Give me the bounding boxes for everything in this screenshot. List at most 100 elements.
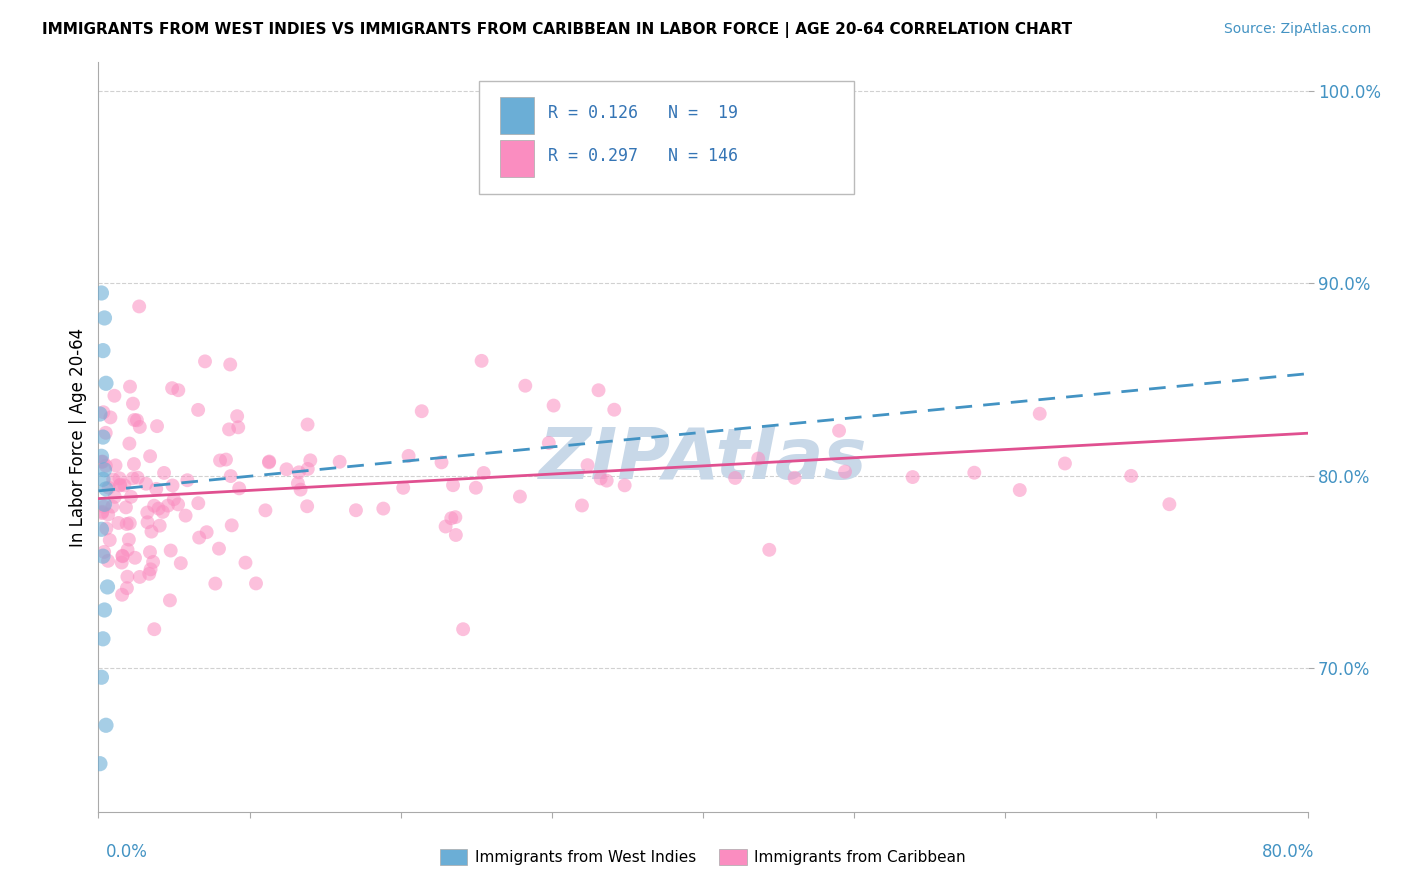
Point	[187, 496, 209, 510]
Point	[430, 455, 453, 469]
Point	[124, 413, 146, 427]
Point	[135, 476, 157, 491]
Point	[91, 549, 114, 564]
Point	[138, 566, 160, 581]
Point	[235, 556, 257, 570]
Point	[115, 581, 138, 595]
Point	[90, 285, 112, 300]
Point	[209, 453, 232, 467]
Point	[97, 554, 120, 568]
Point	[136, 506, 159, 520]
Point	[112, 478, 135, 492]
Point	[176, 473, 198, 487]
Point	[100, 410, 122, 425]
Point	[444, 528, 467, 542]
Point	[142, 555, 165, 569]
Point	[89, 407, 111, 421]
Point	[107, 516, 129, 530]
Point	[219, 469, 242, 483]
Point	[215, 452, 238, 467]
Point	[167, 497, 190, 511]
Point	[152, 505, 174, 519]
Point	[115, 500, 138, 515]
Point	[91, 505, 114, 519]
Point	[136, 515, 159, 529]
Text: R = 0.126   N =  19: R = 0.126 N = 19	[548, 104, 738, 122]
Bar	[501, 97, 534, 134]
Point	[603, 402, 626, 417]
Point	[257, 454, 280, 468]
Point	[783, 471, 806, 485]
Point	[127, 470, 149, 484]
Point	[101, 473, 124, 487]
Point	[108, 478, 131, 492]
Point	[128, 300, 150, 314]
Point	[724, 471, 747, 485]
Point	[93, 310, 115, 325]
Point	[344, 503, 367, 517]
Point	[148, 501, 170, 516]
Point	[96, 580, 118, 594]
FancyBboxPatch shape	[479, 81, 855, 194]
Point	[434, 519, 457, 533]
Point	[276, 462, 298, 476]
Point	[441, 478, 464, 492]
Point	[97, 508, 120, 522]
Point	[297, 417, 319, 432]
Point	[118, 436, 141, 450]
Point	[125, 413, 148, 427]
Point	[104, 458, 127, 473]
Y-axis label: In Labor Force | Age 20-64: In Labor Force | Age 20-64	[69, 327, 87, 547]
Text: ZIPAtlas: ZIPAtlas	[538, 425, 868, 494]
Point	[117, 542, 139, 557]
Point	[398, 449, 420, 463]
Point	[141, 524, 163, 539]
Point	[287, 476, 309, 491]
Point	[96, 521, 118, 535]
Point	[329, 455, 352, 469]
Point	[509, 490, 531, 504]
Legend: Immigrants from West Indies, Immigrants from Caribbean: Immigrants from West Indies, Immigrants …	[434, 843, 972, 871]
Point	[747, 451, 769, 466]
Point	[290, 483, 312, 497]
Point	[963, 466, 986, 480]
Point	[576, 458, 599, 472]
Point	[89, 756, 111, 771]
Point	[91, 472, 114, 486]
Point	[122, 457, 145, 471]
Point	[146, 419, 169, 434]
Point	[111, 588, 134, 602]
Point	[194, 354, 217, 368]
Point	[91, 430, 114, 444]
Point	[228, 481, 250, 495]
Point	[122, 397, 145, 411]
Point	[91, 632, 114, 646]
Point	[834, 465, 856, 479]
Point	[153, 466, 176, 480]
Point	[299, 453, 322, 467]
Point	[90, 670, 112, 684]
Point	[90, 455, 112, 469]
Point	[464, 481, 486, 495]
Point	[143, 622, 166, 636]
Point	[295, 500, 318, 514]
Point	[537, 436, 560, 450]
Point	[121, 471, 143, 485]
Point	[93, 500, 115, 514]
Point	[118, 516, 141, 531]
Point	[93, 603, 115, 617]
Point	[1028, 407, 1050, 421]
Point	[143, 499, 166, 513]
Point	[257, 455, 280, 469]
Point	[94, 376, 117, 391]
Point	[117, 570, 139, 584]
Point	[188, 531, 211, 545]
Point	[1159, 497, 1181, 511]
Point	[128, 420, 150, 434]
Point	[543, 399, 565, 413]
Point	[170, 556, 193, 570]
Point	[118, 379, 141, 393]
Point	[1053, 457, 1076, 471]
Point	[139, 449, 162, 463]
Point	[115, 516, 138, 531]
